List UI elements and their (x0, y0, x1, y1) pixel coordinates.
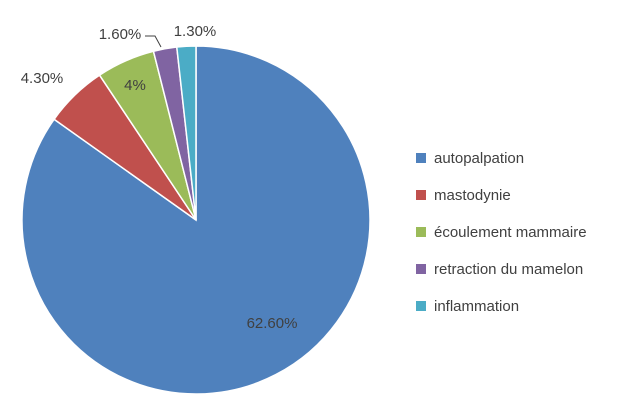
data-label-inflammation: 1.30% (174, 23, 217, 40)
legend-label-autopalpation: autopalpation (434, 150, 524, 167)
legend-swatch-ecoulement-mammaire (416, 227, 426, 237)
legend-label-inflammation: inflammation (434, 298, 519, 315)
legend-swatch-inflammation (416, 301, 426, 311)
legend-label-retraction-du-mamelon: retraction du mamelon (434, 261, 583, 278)
legend-swatch-retraction-du-mamelon (416, 264, 426, 274)
data-labels: 62.60% 4.30% 4% 1.60% 1.30% (21, 23, 298, 332)
data-label-retraction-du-mamelon: 1.60% (99, 26, 142, 43)
legend: autopalpation mastodynie écoulement mammai… (416, 150, 587, 315)
pie-slices (21, 45, 371, 395)
legend-label-ecoulement-mammaire: écoulement mammaire (434, 224, 587, 241)
legend-swatch-mastodynie (416, 190, 426, 200)
legend-label-mastodynie: mastodynie (434, 187, 511, 204)
data-label-ecoulement-mammaire: 4% (124, 77, 146, 94)
legend-swatch-autopalpation (416, 153, 426, 163)
data-label-mastodynie: 4.30% (21, 70, 64, 87)
leader-line-retraction-du-mamelon (145, 35, 162, 48)
pie-slice-inflammation (175, 45, 197, 221)
data-label-autopalpation: 62.60% (247, 315, 298, 332)
